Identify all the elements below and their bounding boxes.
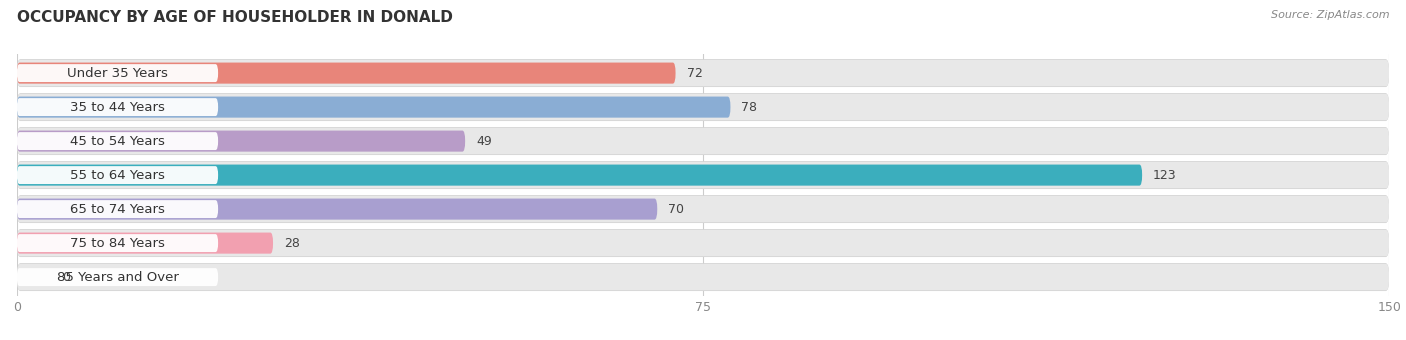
FancyBboxPatch shape — [17, 229, 1389, 257]
Text: 123: 123 — [1153, 169, 1177, 182]
Text: Source: ZipAtlas.com: Source: ZipAtlas.com — [1271, 10, 1389, 20]
FancyBboxPatch shape — [17, 60, 1389, 86]
FancyBboxPatch shape — [17, 165, 1142, 186]
FancyBboxPatch shape — [17, 161, 1389, 189]
Text: 0: 0 — [63, 271, 70, 284]
Text: 70: 70 — [668, 203, 685, 216]
FancyBboxPatch shape — [17, 166, 218, 184]
FancyBboxPatch shape — [17, 162, 1389, 188]
FancyBboxPatch shape — [17, 131, 465, 152]
FancyBboxPatch shape — [17, 264, 1389, 290]
FancyBboxPatch shape — [17, 196, 1389, 222]
Text: 72: 72 — [686, 67, 703, 80]
Text: 45 to 54 Years: 45 to 54 Years — [70, 135, 165, 148]
FancyBboxPatch shape — [17, 234, 218, 252]
FancyBboxPatch shape — [17, 132, 218, 150]
FancyBboxPatch shape — [17, 230, 1389, 256]
Text: 49: 49 — [477, 135, 492, 148]
FancyBboxPatch shape — [17, 94, 1389, 120]
FancyBboxPatch shape — [17, 200, 218, 218]
FancyBboxPatch shape — [17, 199, 657, 220]
Text: 75 to 84 Years: 75 to 84 Years — [70, 237, 165, 250]
FancyBboxPatch shape — [17, 63, 675, 84]
Text: OCCUPANCY BY AGE OF HOUSEHOLDER IN DONALD: OCCUPANCY BY AGE OF HOUSEHOLDER IN DONAL… — [17, 10, 453, 25]
Text: 65 to 74 Years: 65 to 74 Years — [70, 203, 165, 216]
FancyBboxPatch shape — [17, 233, 273, 254]
FancyBboxPatch shape — [17, 263, 1389, 291]
Text: 85 Years and Over: 85 Years and Over — [56, 271, 179, 284]
FancyBboxPatch shape — [17, 127, 1389, 155]
Text: 78: 78 — [741, 101, 758, 114]
FancyBboxPatch shape — [17, 97, 731, 118]
FancyBboxPatch shape — [17, 93, 1389, 121]
FancyBboxPatch shape — [17, 98, 218, 116]
Text: 55 to 64 Years: 55 to 64 Years — [70, 169, 165, 182]
FancyBboxPatch shape — [17, 268, 218, 286]
FancyBboxPatch shape — [17, 59, 1389, 87]
FancyBboxPatch shape — [17, 195, 1389, 223]
FancyBboxPatch shape — [17, 64, 218, 82]
Text: 28: 28 — [284, 237, 299, 250]
FancyBboxPatch shape — [17, 128, 1389, 154]
Text: 35 to 44 Years: 35 to 44 Years — [70, 101, 165, 114]
Text: Under 35 Years: Under 35 Years — [67, 67, 167, 80]
